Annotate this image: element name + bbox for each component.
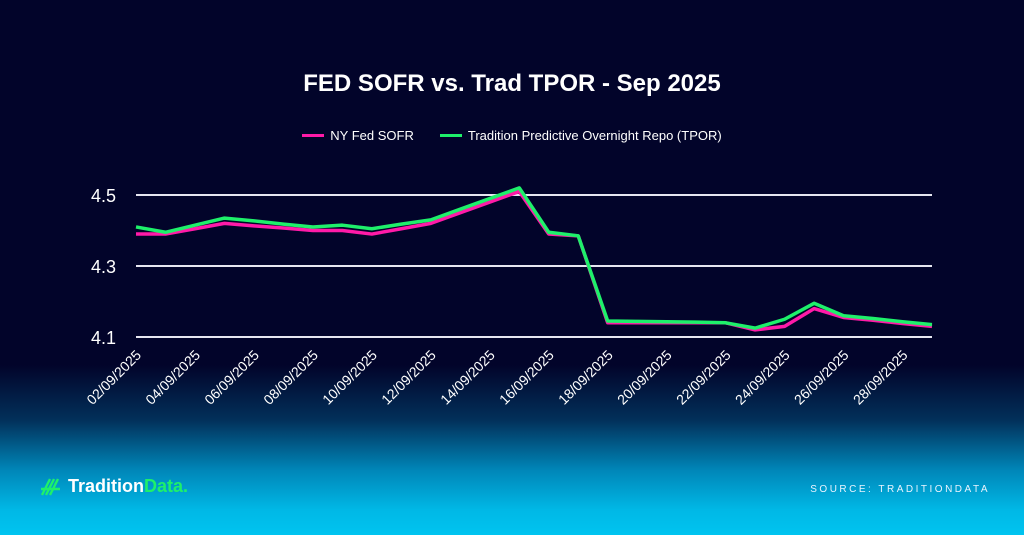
y-tick-label: 4.1 bbox=[91, 328, 116, 348]
logo-text-accent: Data. bbox=[144, 476, 189, 496]
legend-swatch-tpor bbox=[439, 134, 462, 137]
x-tick-label: 18/09/2025 bbox=[555, 347, 616, 408]
chart-legend: NY Fed SOFR Tradition Predictive Overnig… bbox=[0, 128, 1024, 143]
x-tick-label: 12/09/2025 bbox=[378, 347, 439, 408]
x-tick-label: 10/09/2025 bbox=[319, 347, 380, 408]
x-tick-label: 28/09/2025 bbox=[850, 347, 911, 408]
x-tick-label: 22/09/2025 bbox=[673, 347, 734, 408]
x-tick-label: 16/09/2025 bbox=[496, 347, 557, 408]
logo-icon bbox=[40, 477, 60, 496]
legend-item-tpor: Tradition Predictive Overnight Repo (TPO… bbox=[439, 128, 722, 143]
source-note: SOURCE: TRADITIONDATA bbox=[810, 484, 990, 495]
y-tick-label: 4.3 bbox=[91, 257, 116, 277]
chart-title: FED SOFR vs. Trad TPOR - Sep 2025 bbox=[303, 70, 721, 97]
series-line-tpor bbox=[135, 186, 933, 330]
x-tick-label: 20/09/2025 bbox=[614, 347, 675, 408]
x-tick-label: 26/09/2025 bbox=[791, 347, 852, 408]
y-tick-label: 4.5 bbox=[91, 186, 116, 206]
x-tick-label: 02/09/2025 bbox=[83, 347, 144, 408]
legend-label-tpor: Tradition Predictive Overnight Repo (TPO… bbox=[467, 128, 722, 143]
legend-swatch-sofr bbox=[302, 134, 325, 137]
logo-text-main: Tradition bbox=[68, 476, 144, 496]
legend-label-sofr: NY Fed SOFR bbox=[330, 128, 414, 143]
legend-item-sofr: NY Fed SOFR bbox=[302, 128, 414, 143]
x-tick-label: 08/09/2025 bbox=[260, 347, 321, 408]
tradition-data-logo: TraditionData. bbox=[40, 476, 188, 497]
x-tick-label: 06/09/2025 bbox=[201, 347, 262, 408]
x-tick-label: 14/09/2025 bbox=[437, 347, 498, 408]
x-tick-label: 24/09/2025 bbox=[732, 347, 793, 408]
x-tick-label: 04/09/2025 bbox=[142, 347, 203, 408]
